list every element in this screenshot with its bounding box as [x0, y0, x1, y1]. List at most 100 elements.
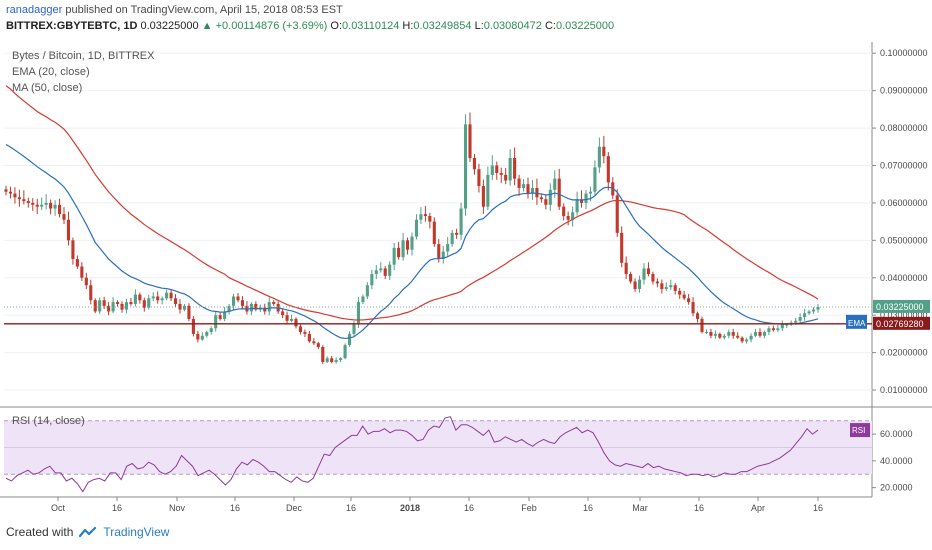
candle-body — [316, 343, 320, 347]
candle-body — [352, 324, 356, 334]
ma-badge — [873, 316, 930, 330]
price-tick-label: 0.08000000 — [880, 123, 928, 133]
candle-body — [597, 146, 601, 168]
candle-body — [307, 333, 311, 342]
candle-body — [651, 274, 655, 282]
candle-body — [575, 199, 579, 213]
candle-body — [236, 296, 240, 301]
candle-body — [44, 202, 48, 205]
ema-tag — [846, 314, 867, 329]
candle-body — [31, 202, 35, 205]
candle-body — [325, 358, 329, 362]
candle-body — [263, 307, 267, 312]
candle-body — [463, 124, 468, 209]
price-badge-label: 0.03225000 — [876, 302, 924, 312]
candle-body — [767, 328, 771, 333]
candle-body — [35, 204, 39, 207]
candle-body — [758, 332, 762, 336]
candle-body — [249, 303, 253, 312]
rsi-tag-label: RSI — [852, 426, 865, 435]
candle-body — [53, 204, 57, 209]
candle-body — [655, 281, 659, 284]
high-value: 0.03249854 — [413, 20, 472, 32]
price-tick-label: 0.01000000 — [880, 385, 928, 395]
candle-body — [147, 298, 151, 308]
ma-badge-label: 0.02769280 — [876, 319, 924, 329]
candle-body — [303, 332, 307, 334]
candle-body — [133, 294, 137, 304]
candle-body — [740, 337, 744, 342]
candle-body — [678, 290, 682, 295]
low-value: 0.03080472 — [483, 20, 542, 32]
candle-body — [539, 197, 543, 200]
candle-body — [254, 303, 258, 310]
candle-body — [508, 158, 512, 181]
candle-body — [209, 328, 213, 333]
time-tick-label: Mar — [632, 503, 648, 513]
candle-body — [441, 251, 445, 260]
candle-body — [205, 332, 209, 336]
time-tick-label: 16 — [583, 503, 593, 513]
candle-body — [173, 298, 178, 304]
close-label: C: — [544, 20, 556, 32]
candle-body — [321, 346, 325, 362]
candle-body — [499, 172, 503, 175]
candle-body — [401, 240, 405, 258]
candle-body — [419, 214, 423, 220]
ema-20-line — [5, 144, 819, 340]
candle-body — [383, 268, 387, 276]
candle-body — [13, 193, 17, 198]
candle-body — [231, 296, 236, 306]
candle-body — [753, 332, 758, 336]
candle-body — [102, 300, 106, 306]
candle-body — [642, 268, 646, 280]
candle-body — [593, 167, 597, 192]
candle-body — [312, 341, 316, 344]
candle-body — [410, 236, 414, 250]
candle-body — [794, 320, 798, 323]
candle-body — [517, 178, 521, 188]
candle-body — [8, 191, 13, 194]
candle-body — [343, 345, 347, 359]
candle-body — [156, 296, 160, 301]
candle-body — [17, 197, 21, 200]
candle-body — [807, 311, 811, 314]
price-tick-label: 0.09000000 — [880, 86, 928, 96]
rsi-tick-label: 60.0000 — [880, 429, 913, 439]
candle-body — [459, 208, 463, 235]
time-tick-label: Nov — [169, 503, 186, 513]
candle-body — [700, 318, 704, 333]
candle-body — [687, 298, 691, 303]
candle-body — [281, 311, 285, 316]
candle-body — [446, 244, 450, 252]
candle-body — [745, 339, 749, 342]
candle-body — [361, 296, 365, 303]
chart-title: Bytes / Bitcoin, 1D, BITTREX — [12, 50, 155, 62]
candle-body — [405, 240, 410, 250]
published-text: published on TradingView.com, April 15, … — [65, 4, 343, 16]
candle-body — [450, 232, 454, 245]
publish-info: ranadagger published on TradingView.com,… — [6, 3, 343, 17]
candle-body — [379, 268, 383, 271]
candle-body — [776, 328, 780, 331]
author-link[interactable]: ranadagger — [6, 4, 63, 16]
price-tick-label: 0.02000000 — [880, 348, 928, 358]
candle-body — [370, 274, 374, 286]
candle-body — [780, 324, 784, 329]
close-value: 0.03225000 — [555, 20, 615, 32]
candle-body — [620, 232, 624, 263]
candle-body — [432, 221, 436, 245]
candle-body — [267, 302, 271, 312]
candle-body — [93, 300, 97, 312]
candle-body — [437, 244, 441, 260]
candle-body — [22, 199, 26, 202]
rsi-tick-label: 20.0000 — [880, 483, 913, 493]
candle-body — [646, 268, 651, 275]
candle-body — [75, 259, 79, 267]
candle-body — [704, 332, 709, 334]
time-tick-label: 16 — [230, 503, 240, 513]
candle-body — [111, 302, 115, 312]
candle-body — [553, 178, 557, 190]
tradingview-brand[interactable]: TradingView — [103, 525, 170, 539]
